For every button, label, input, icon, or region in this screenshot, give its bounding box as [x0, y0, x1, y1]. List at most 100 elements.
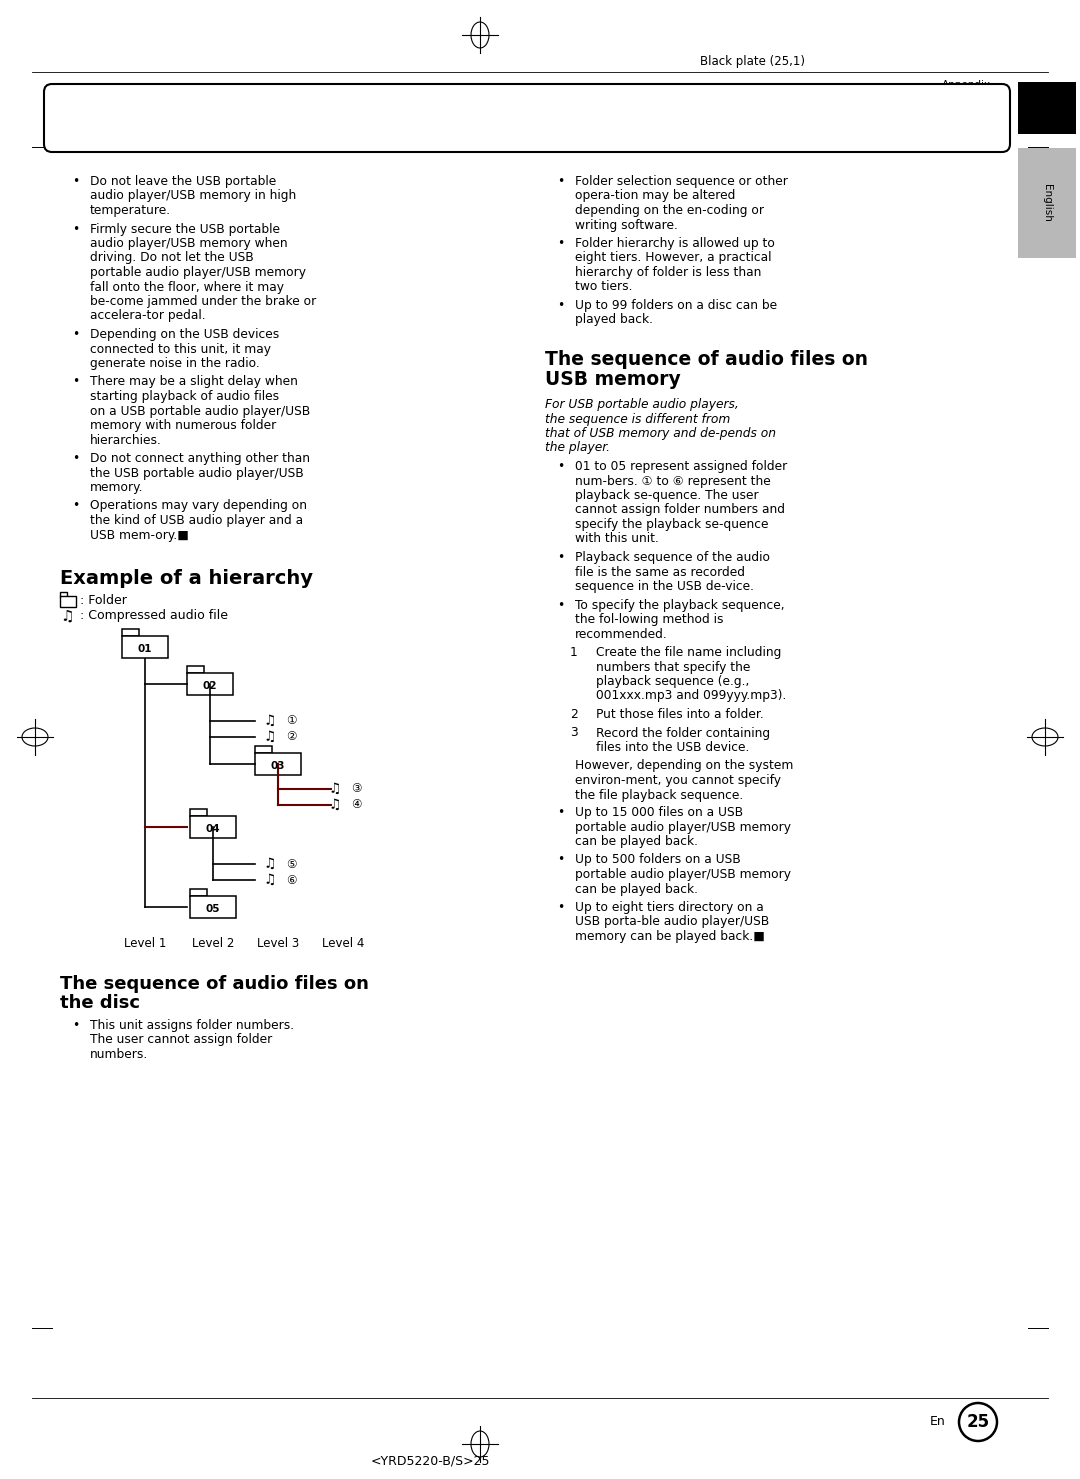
Text: the file playback sequence.: the file playback sequence.	[575, 788, 743, 802]
Text: can be played back.: can be played back.	[575, 883, 698, 895]
Text: that of USB memory and de-pends on: that of USB memory and de-pends on	[545, 427, 777, 439]
Text: USB mem-ory.■: USB mem-ory.■	[90, 528, 189, 541]
Text: The sequence of audio files on: The sequence of audio files on	[60, 975, 369, 992]
Text: with this unit.: with this unit.	[575, 532, 659, 546]
Text: generate noise in the radio.: generate noise in the radio.	[90, 356, 260, 370]
Text: can be played back.: can be played back.	[575, 836, 698, 847]
Text: Folder selection sequence or other: Folder selection sequence or other	[575, 175, 788, 188]
Text: Up to 15 000 files on a USB: Up to 15 000 files on a USB	[575, 806, 743, 819]
Text: 001xxx.mp3 and 099yyy.mp3).: 001xxx.mp3 and 099yyy.mp3).	[596, 689, 786, 703]
Text: portable audio player/USB memory: portable audio player/USB memory	[575, 821, 791, 834]
FancyBboxPatch shape	[190, 809, 207, 816]
FancyBboxPatch shape	[60, 596, 76, 606]
Text: Record the folder containing: Record the folder containing	[596, 726, 770, 740]
Text: Depending on the USB devices: Depending on the USB devices	[90, 328, 280, 342]
Text: numbers that specify the: numbers that specify the	[596, 661, 751, 673]
Text: •: •	[72, 328, 79, 342]
Text: English: English	[1042, 183, 1052, 222]
Text: ②: ②	[286, 731, 296, 744]
Text: temperature.: temperature.	[90, 204, 171, 217]
Text: The user cannot assign folder: The user cannot assign folder	[90, 1034, 272, 1047]
Text: the player.: the player.	[545, 442, 610, 454]
Text: •: •	[557, 299, 564, 312]
Text: specify the playback se-quence: specify the playback se-quence	[575, 518, 769, 531]
Text: : Folder: : Folder	[80, 595, 126, 606]
Text: starting playback of audio files: starting playback of audio files	[90, 390, 279, 402]
FancyBboxPatch shape	[60, 592, 67, 598]
Text: Appendix: Appendix	[942, 80, 991, 90]
Text: Level 3: Level 3	[257, 938, 299, 950]
Text: •: •	[557, 853, 564, 867]
Text: Firmly secure the USB portable: Firmly secure the USB portable	[90, 222, 280, 235]
Text: ④: ④	[351, 799, 361, 812]
Text: cannot assign folder numbers and: cannot assign folder numbers and	[575, 503, 785, 516]
Text: •: •	[72, 175, 79, 188]
Text: portable audio player/USB memory: portable audio player/USB memory	[90, 266, 306, 280]
Text: 25: 25	[967, 1412, 989, 1432]
Text: recommended.: recommended.	[575, 627, 667, 640]
Text: depending on the en-coding or: depending on the en-coding or	[575, 204, 764, 217]
Text: <YRD5220-B/S>25: <YRD5220-B/S>25	[370, 1455, 489, 1469]
Text: ⑥: ⑥	[286, 874, 296, 886]
Text: Level 4: Level 4	[322, 938, 364, 950]
Text: •: •	[72, 376, 79, 389]
Text: •: •	[557, 460, 564, 473]
Text: memory with numerous folder: memory with numerous folder	[90, 419, 276, 432]
Text: accelera-tor pedal.: accelera-tor pedal.	[90, 309, 205, 322]
Text: ①: ①	[286, 714, 296, 728]
FancyBboxPatch shape	[187, 673, 233, 695]
Text: files into the USB device.: files into the USB device.	[596, 741, 750, 754]
Text: environ-ment, you cannot specify: environ-ment, you cannot specify	[575, 774, 781, 787]
Text: the disc: the disc	[60, 994, 140, 1012]
Text: portable audio player/USB memory: portable audio player/USB memory	[575, 868, 791, 881]
Text: For USB portable audio players,: For USB portable audio players,	[545, 398, 739, 411]
Text: playback se-quence. The user: playback se-quence. The user	[575, 490, 758, 501]
Text: To specify the playback sequence,: To specify the playback sequence,	[575, 599, 785, 611]
Text: Operations may vary depending on: Operations may vary depending on	[90, 500, 307, 513]
Text: the kind of USB audio player and a: the kind of USB audio player and a	[90, 515, 303, 527]
Text: Level 1: Level 1	[124, 938, 166, 950]
Text: num-bers. ① to ⑥ represent the: num-bers. ① to ⑥ represent the	[575, 475, 771, 488]
Text: the sequence is different from: the sequence is different from	[545, 413, 730, 426]
Text: Additional Information: Additional Information	[72, 115, 374, 139]
Text: •: •	[72, 500, 79, 513]
Text: •: •	[72, 453, 79, 464]
Text: ♫: ♫	[264, 873, 276, 887]
Text: Playback sequence of the audio: Playback sequence of the audio	[575, 552, 770, 563]
Text: ♫: ♫	[328, 782, 341, 796]
Text: Create the file name including: Create the file name including	[596, 646, 781, 660]
Text: ♫: ♫	[264, 856, 276, 871]
Text: opera-tion may be altered: opera-tion may be altered	[575, 189, 735, 203]
Text: driving. Do not let the USB: driving. Do not let the USB	[90, 251, 254, 265]
Text: 01: 01	[138, 643, 152, 654]
Text: ♫: ♫	[264, 714, 276, 728]
FancyBboxPatch shape	[187, 666, 204, 673]
Text: The sequence of audio files on: The sequence of audio files on	[545, 351, 868, 368]
Text: hierarchy of folder is less than: hierarchy of folder is less than	[575, 266, 761, 280]
Text: Do not leave the USB portable: Do not leave the USB portable	[90, 175, 276, 188]
FancyBboxPatch shape	[1018, 81, 1076, 135]
Text: fall onto the floor, where it may: fall onto the floor, where it may	[90, 281, 284, 293]
Text: 3: 3	[570, 726, 578, 740]
Text: eight tiers. However, a practical: eight tiers. However, a practical	[575, 251, 771, 265]
Text: Put those files into a folder.: Put those files into a folder.	[596, 708, 764, 720]
Text: numbers.: numbers.	[90, 1049, 148, 1060]
Text: USB memory: USB memory	[545, 370, 680, 389]
FancyBboxPatch shape	[122, 636, 168, 658]
FancyBboxPatch shape	[190, 816, 237, 839]
Text: connected to this unit, it may: connected to this unit, it may	[90, 343, 271, 355]
FancyBboxPatch shape	[255, 745, 272, 753]
Text: Up to 99 folders on a disc can be: Up to 99 folders on a disc can be	[575, 299, 778, 312]
Text: •: •	[557, 599, 564, 611]
Text: 04: 04	[205, 824, 220, 834]
Text: ♫: ♫	[264, 731, 276, 744]
Text: Level 2: Level 2	[192, 938, 234, 950]
Text: ⑤: ⑤	[286, 858, 296, 871]
FancyBboxPatch shape	[190, 889, 207, 896]
Text: 03: 03	[271, 762, 285, 771]
Text: USB porta-ble audio player/USB: USB porta-ble audio player/USB	[575, 916, 769, 929]
FancyBboxPatch shape	[1018, 148, 1076, 257]
Text: playback sequence (e.g.,: playback sequence (e.g.,	[596, 674, 750, 688]
Text: audio player/USB memory in high: audio player/USB memory in high	[90, 189, 296, 203]
Text: 02: 02	[203, 680, 217, 691]
